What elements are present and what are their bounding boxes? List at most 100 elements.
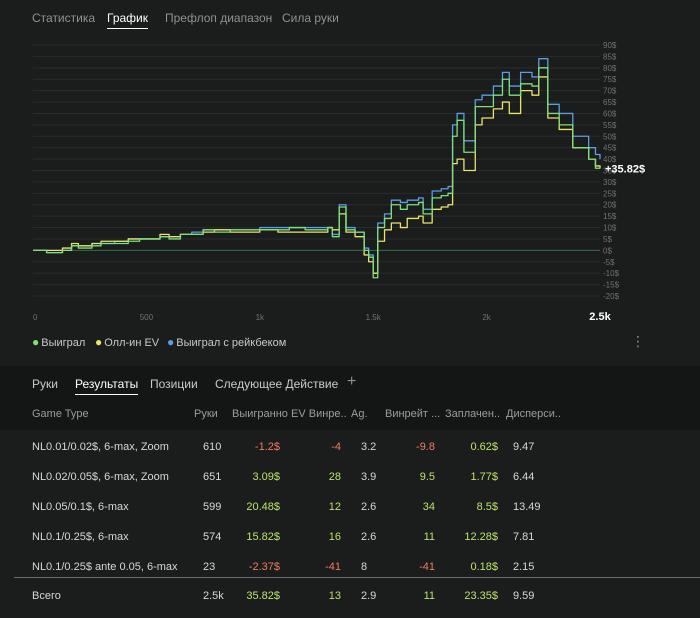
total-row[interactable]: Всего 2.5k 35.82$ 13 2.9 11 23.35$ 9.59	[0, 582, 700, 612]
tab-hands[interactable]: Руки	[32, 377, 58, 391]
y-tick-label: 90$	[603, 41, 617, 50]
col-winrate[interactable]: Винрейт ...	[385, 408, 440, 420]
tab-next-action[interactable]: Следующее Действие	[215, 377, 339, 391]
x-tick-label: 2k	[482, 313, 491, 322]
cell-winrate: -9.8	[416, 441, 435, 453]
cell-won: -2.37$	[248, 561, 280, 573]
cell-paid: 8.5$	[476, 501, 498, 513]
legend-dot-won: ●	[32, 335, 40, 349]
col-dispersion[interactable]: Дисперси...	[506, 408, 562, 420]
cell-ev-winrate: -41	[325, 561, 341, 573]
col-ev-winrate[interactable]: EV Винре...	[291, 408, 346, 420]
y-tick-label: 85$	[603, 52, 617, 61]
series-line	[33, 67, 601, 279]
y-tick-label: 55$	[603, 121, 617, 130]
cell-dispersion: 7.81	[513, 531, 535, 543]
cell-ev-winrate: 28	[328, 471, 341, 483]
table-row[interactable]: NL0.1/0.25$ ante 0.05, 6-max 23 -2.37$ -…	[0, 553, 700, 583]
y-tick-label: 25$	[603, 189, 617, 198]
y-tick-label: 50$	[603, 132, 617, 141]
y-tick-label: 65$	[603, 98, 617, 107]
cell-paid: 0.62$	[470, 441, 498, 453]
cell-paid: 0.18$	[470, 561, 498, 573]
cell-hands: 610	[203, 441, 222, 453]
y-tick-label: 0$	[603, 246, 612, 255]
cell-winrate: 11	[423, 590, 435, 602]
legend-item-won-rakeback[interactable]: ● Выиграл с рейкбеком	[167, 335, 286, 349]
cell-game-type: NL0.05/0.1$, 6-max	[32, 501, 129, 513]
cell-ev-winrate: -4	[331, 441, 341, 453]
cell-ev-winrate: 16	[328, 531, 341, 543]
cell-dispersion: 9.59	[513, 590, 535, 602]
col-aggression[interactable]: Ag.	[351, 408, 368, 420]
legend-dot-allin-ev: ●	[95, 335, 103, 349]
y-tick-label: 70$	[603, 87, 617, 96]
col-paid[interactable]: Заплачен...	[445, 408, 501, 420]
cell-winrate: 34	[422, 501, 435, 513]
col-hands[interactable]: Руки	[194, 408, 218, 420]
x-tick-label: 1k	[256, 313, 265, 322]
cell-paid: 1.77$	[470, 471, 498, 483]
x-tick-label: 500	[140, 313, 154, 322]
table-header: Game Type Руки Выигранно EV Винре... Ag.…	[0, 406, 700, 430]
cell-aggression: 3.2	[361, 441, 377, 453]
cell-won: 15.82$	[246, 531, 280, 543]
cell-game-type: NL0.1/0.25$, 6-max	[32, 531, 129, 543]
tab-positions[interactable]: Позиции	[150, 377, 198, 391]
y-tick-label: 30$	[603, 178, 617, 187]
legend-label-won: Выиграл	[41, 337, 86, 349]
cell-dispersion: 9.47	[513, 441, 535, 453]
cell-won: 3.09$	[252, 471, 280, 483]
y-tick-label: 45$	[603, 144, 617, 153]
cell-aggression: 2.6	[361, 501, 377, 513]
cell-hands: 23	[203, 561, 216, 573]
add-tab-icon[interactable]: +	[347, 373, 357, 390]
cell-winrate: -41	[419, 561, 435, 573]
cell-aggression: 2.9	[361, 590, 377, 602]
x-tick-label: 1.5k	[366, 313, 382, 322]
more-options-icon[interactable]: ⋮	[631, 333, 645, 349]
total-divider	[14, 577, 700, 578]
tab-hand-strength[interactable]: Сила руки	[282, 11, 339, 25]
legend-label-won-rakeback: Выиграл с рейкбеком	[176, 337, 287, 349]
tab-results[interactable]: Результаты	[75, 377, 139, 395]
cell-dispersion: 2.15	[513, 561, 535, 573]
cell-dispersion: 6.44	[513, 471, 535, 483]
tab-graph[interactable]: График	[107, 11, 148, 29]
cell-game-type: NL0.1/0.25$ ante 0.05, 6-max	[32, 561, 178, 573]
col-won[interactable]: Выигранно	[232, 408, 288, 420]
y-tick-label: 10$	[603, 224, 617, 233]
col-game-type[interactable]: Game Type	[32, 408, 89, 420]
table-row[interactable]: NL0.1/0.25$, 6-max 574 15.82$ 16 2.6 11 …	[0, 523, 700, 553]
cell-hands: 651	[203, 471, 222, 483]
cell-game-type: NL0.02/0.05$, 6-max, Zoom	[32, 471, 169, 483]
legend-item-allin-ev[interactable]: ● Олл-ин EV	[95, 335, 159, 349]
x-tick-label: 0	[33, 313, 38, 322]
y-tick-label: 20$	[603, 201, 617, 210]
y-tick-label: 15$	[603, 212, 617, 221]
tab-preflop-range[interactable]: Префлоп диапазон	[165, 11, 273, 25]
table-row[interactable]: NL0.01/0.02$, 6-max, Zoom 610 -1.2$ -4 3…	[0, 433, 700, 463]
legend-item-won[interactable]: ● Выиграл	[32, 335, 85, 349]
legend-label-allin-ev: Олл-ин EV	[104, 337, 160, 349]
y-tick-label: 5$	[603, 235, 612, 244]
y-tick-label: -20$	[603, 292, 620, 301]
cell-dispersion: 13.49	[513, 501, 541, 513]
cell-won: 35.82$	[246, 590, 280, 602]
tab-statistics[interactable]: Статистика	[32, 11, 96, 25]
cell-paid: 12.28$	[464, 531, 498, 543]
cell-paid: 23.35$	[464, 590, 498, 602]
y-tick-label: 75$	[603, 75, 617, 84]
top-tab-bar: Статистика График Префлоп диапазон Сила …	[0, 0, 700, 36]
y-tick-label: -10$	[603, 269, 620, 278]
cell-won: -1.2$	[254, 441, 280, 453]
cell-aggression: 3.9	[361, 471, 377, 483]
cell-won: 20.48$	[246, 501, 280, 513]
y-tick-label: -15$	[603, 281, 620, 290]
results-table-body: NL0.01/0.02$, 6-max, Zoom 610 -1.2$ -4 3…	[0, 430, 700, 618]
table-row[interactable]: NL0.02/0.05$, 6-max, Zoom 651 3.09$ 28 3…	[0, 463, 700, 493]
table-row[interactable]: NL0.05/0.1$, 6-max 599 20.48$ 12 2.6 34 …	[0, 493, 700, 523]
y-tick-label: 40$	[603, 155, 617, 164]
cell-ev-winrate: 13	[328, 590, 341, 602]
cell-aggression: 8	[361, 561, 368, 573]
